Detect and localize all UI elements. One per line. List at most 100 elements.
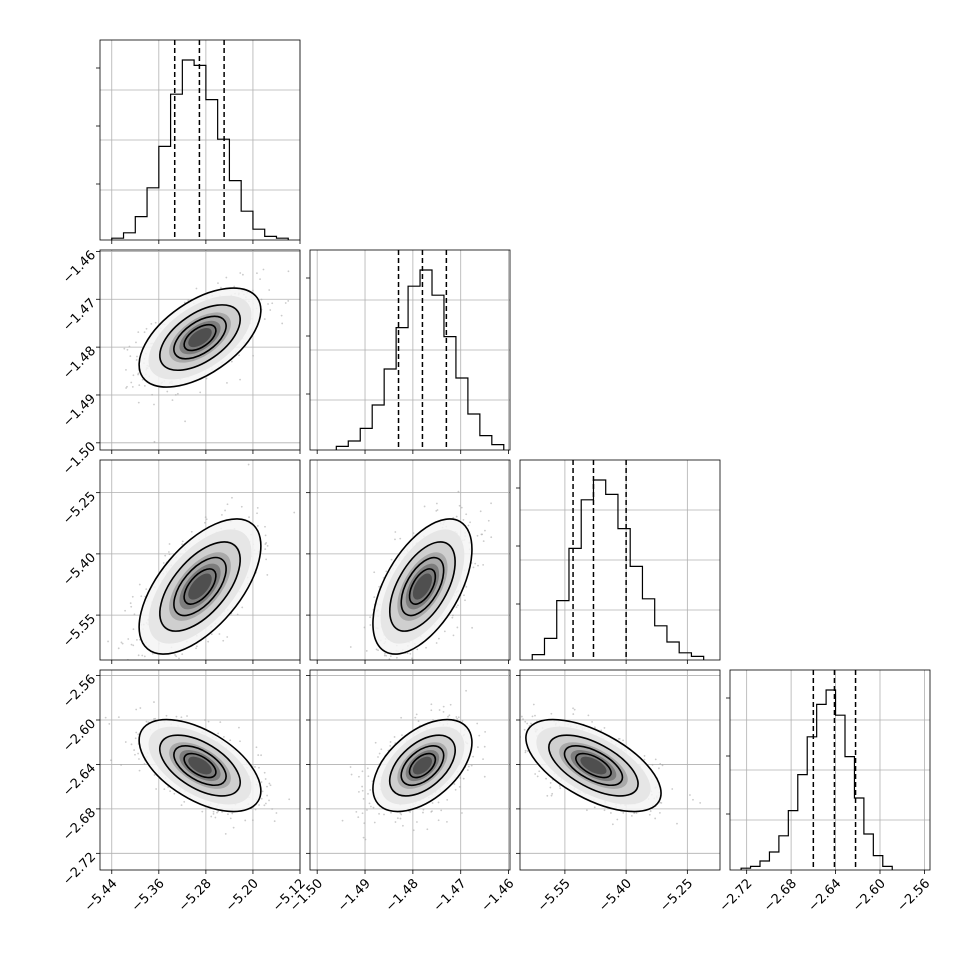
histogram-bar xyxy=(182,60,194,240)
scatter-point xyxy=(383,654,386,657)
scatter-point xyxy=(145,327,148,330)
scatter-point xyxy=(365,650,368,652)
panel-frame xyxy=(729,669,931,871)
scatter-point xyxy=(455,716,458,718)
histogram-bar xyxy=(873,856,882,870)
scatter-panel-3-1 xyxy=(306,669,511,874)
scatter-point xyxy=(167,551,170,553)
scatter-point xyxy=(422,811,424,814)
contour-2 xyxy=(400,556,445,617)
scatter-point xyxy=(448,714,451,717)
scatter-point xyxy=(219,721,222,724)
scatter-point xyxy=(181,540,184,543)
scatter-point xyxy=(212,810,215,813)
scatter-point xyxy=(461,812,463,814)
scatter-point xyxy=(361,785,364,788)
histogram-bar xyxy=(798,775,807,870)
scatter-point xyxy=(263,318,266,320)
scatter-point xyxy=(239,740,241,743)
scatter-point xyxy=(399,817,402,820)
scatter-point xyxy=(513,728,515,730)
scatter-point xyxy=(214,816,217,819)
scatter-point xyxy=(389,744,392,747)
scatter-point xyxy=(221,513,223,516)
scatter-point xyxy=(264,525,266,528)
scatter-point xyxy=(465,513,468,516)
scatter-point xyxy=(201,810,204,813)
scatter-point xyxy=(204,719,206,721)
scatter-point xyxy=(145,588,148,591)
scatter-point xyxy=(465,585,468,588)
scatter-point xyxy=(523,728,526,731)
histogram-bar xyxy=(788,811,797,870)
x-tick-label: −2.64 xyxy=(806,876,845,915)
scatter-point xyxy=(186,715,188,717)
scatter-point xyxy=(559,787,562,790)
scatter-point xyxy=(260,298,263,301)
scatter-point xyxy=(184,420,186,423)
scatter-point xyxy=(586,809,588,812)
scatter-point xyxy=(226,382,228,384)
scatter-point xyxy=(107,640,109,643)
histogram-bar xyxy=(581,500,593,660)
scatter-point xyxy=(399,537,402,540)
scatter-point xyxy=(357,816,360,819)
scatter-point xyxy=(403,667,405,669)
scatter-point xyxy=(260,797,263,800)
scatter-point xyxy=(175,655,178,658)
scatter-point xyxy=(216,811,218,814)
scatter-point xyxy=(268,799,270,802)
density-level-5 xyxy=(188,756,212,775)
scatter-point xyxy=(572,707,574,710)
scatter-point xyxy=(366,809,368,811)
scatter-panel-2-0 xyxy=(96,459,301,706)
contour-1 xyxy=(548,734,639,797)
scatter-point xyxy=(406,652,409,655)
scatter-point xyxy=(458,504,461,507)
scatter-point xyxy=(284,302,287,304)
scatter-point xyxy=(130,743,133,746)
scatter-point xyxy=(132,374,135,377)
scatter-point xyxy=(124,741,127,743)
scatter-point xyxy=(609,812,612,814)
y-tick-label: −1.46 xyxy=(60,248,99,287)
histogram-bar xyxy=(147,188,159,240)
scatter-point xyxy=(151,393,154,396)
scatter-point xyxy=(252,289,254,292)
scatter-point xyxy=(460,506,463,509)
scatter-point xyxy=(383,813,385,816)
scatter-point xyxy=(545,777,547,780)
contour-0 xyxy=(138,718,262,813)
histogram-bar xyxy=(432,295,444,450)
scatter-point xyxy=(380,664,382,666)
scatter-point xyxy=(466,769,469,771)
scatter-point xyxy=(178,657,180,660)
scatter-point xyxy=(462,518,465,521)
scatter-point xyxy=(281,322,284,325)
y-tick-label: −5.55 xyxy=(60,612,99,651)
x-tick-label: −5.40 xyxy=(596,876,635,915)
scatter-point xyxy=(162,562,165,564)
scatter-point xyxy=(361,770,364,773)
scatter-point xyxy=(143,331,146,334)
scatter-point xyxy=(349,646,352,648)
scatter-point xyxy=(362,836,365,839)
y-tick-label: −2.68 xyxy=(60,805,99,844)
scatter-point xyxy=(135,708,138,711)
scatter-point xyxy=(435,642,438,644)
scatter-point xyxy=(453,783,456,785)
scatter-point xyxy=(148,684,150,686)
panel-content xyxy=(105,463,296,706)
scatter-point xyxy=(155,788,158,790)
scatter-point xyxy=(524,749,527,752)
scatter-point xyxy=(361,789,364,792)
x-tick-label: −1.48 xyxy=(383,876,422,915)
scatter-point xyxy=(132,628,135,631)
scatter-point xyxy=(105,704,107,706)
scatter-point xyxy=(593,726,596,729)
scatter-point xyxy=(470,764,473,767)
scatter-point xyxy=(487,519,490,522)
scatter-point xyxy=(174,394,177,396)
scatter-point xyxy=(168,553,171,556)
histogram-panel-2 xyxy=(516,459,721,664)
